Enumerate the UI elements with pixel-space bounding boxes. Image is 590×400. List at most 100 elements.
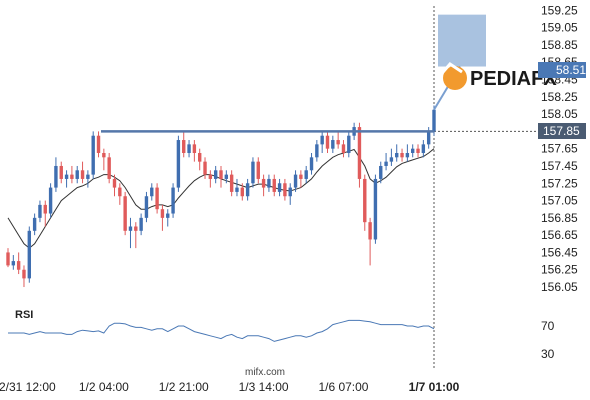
candle-body: [421, 144, 426, 153]
candle-body: [309, 157, 314, 171]
candle-body: [384, 161, 388, 166]
candle-body: [59, 165, 63, 179]
candles: [6, 105, 436, 288]
price-tick-label: 158.85: [541, 38, 578, 52]
candle: [182, 131, 186, 158]
candle-body: [336, 140, 340, 145]
time-tick-label: 1/3 14:00: [239, 380, 289, 394]
candle-body: [176, 140, 181, 188]
candle-body: [70, 174, 74, 179]
candle-body: [283, 183, 287, 197]
candle-body: [208, 174, 213, 179]
candle: [341, 140, 346, 158]
candle: [123, 191, 127, 236]
candle: [229, 170, 234, 197]
price-tick-label: 156.05: [541, 280, 578, 294]
candle: [155, 183, 159, 214]
time-tick-label: 1/6 07:00: [318, 380, 368, 394]
rsi-tick-label: 70: [541, 319, 555, 333]
candle-body: [229, 174, 234, 192]
candle: [187, 140, 191, 158]
resistance-line: [101, 66, 461, 133]
candle-body: [112, 178, 117, 188]
grid: [433, 6, 538, 370]
candle-body: [155, 187, 159, 210]
candle-body: [363, 178, 367, 223]
candle: [219, 165, 223, 188]
candle-body: [86, 174, 90, 179]
candle-body: [299, 174, 303, 179]
rsi-label: RSI: [15, 309, 33, 321]
candle: [235, 178, 239, 197]
candle-body: [64, 174, 69, 179]
candle: [379, 161, 383, 184]
candle: [416, 144, 420, 158]
candle-body: [128, 226, 133, 231]
candle-body: [304, 170, 308, 179]
candle-body: [235, 187, 239, 192]
price-tick-label: 156.25: [541, 263, 578, 277]
candle-body: [245, 183, 250, 197]
candle-body: [27, 230, 31, 279]
candle: [6, 248, 10, 268]
candle-body: [198, 153, 202, 162]
watermark: mifx.com: [245, 367, 285, 378]
candle-body: [107, 157, 111, 179]
candle: [32, 213, 37, 236]
candle: [256, 157, 260, 184]
candle-body: [347, 135, 351, 153]
price-tick-label: 156.85: [541, 211, 578, 225]
candle-body: [192, 144, 197, 153]
candle-body: [325, 135, 330, 149]
candle-body: [379, 165, 383, 179]
candle: [22, 265, 26, 288]
candle: [91, 131, 95, 179]
candle: [277, 178, 282, 197]
candle: [304, 165, 308, 184]
candle: [336, 131, 340, 149]
candle-body: [48, 187, 53, 214]
candle-body: [150, 187, 154, 197]
candle: [118, 183, 122, 205]
candle: [272, 174, 276, 197]
target-zone-box: [438, 14, 486, 67]
candle-body: [134, 226, 138, 231]
candle: [213, 165, 218, 184]
candle: [357, 122, 362, 188]
price-tick-label: 157.65: [541, 142, 578, 156]
candle-body: [267, 178, 271, 188]
logo-text: PEDIAFX: [470, 68, 557, 90]
candle-body: [341, 144, 346, 153]
candle-body: [6, 252, 10, 266]
price-tick-label: 158.25: [541, 90, 578, 104]
rsi-tick-label: 30: [541, 347, 555, 361]
candle: [315, 140, 319, 162]
candle: [347, 131, 351, 158]
candle-body: [182, 140, 186, 153]
candle-body: [320, 135, 324, 145]
candle: [245, 178, 250, 201]
price-tick-label: 159.05: [541, 21, 578, 35]
candle-body: [432, 109, 436, 132]
candle-body: [405, 153, 410, 158]
candle-body: [118, 187, 122, 197]
candle: [208, 170, 213, 188]
candle: [128, 217, 133, 249]
candle: [192, 140, 197, 162]
price-tick-label: 157.25: [541, 176, 578, 190]
candle-body: [331, 140, 335, 149]
candle-body: [357, 127, 362, 179]
candle: [309, 153, 314, 175]
current-price-tag: 157.85: [538, 123, 586, 139]
candle-body: [224, 174, 229, 179]
target-zone: [438, 14, 486, 67]
candle-body: [187, 144, 191, 153]
candle: [139, 213, 143, 236]
candle: [112, 174, 117, 197]
candle-body: [80, 170, 85, 179]
candle: [176, 135, 181, 192]
candle: [64, 170, 69, 188]
candle: [80, 161, 85, 184]
candle-body: [43, 204, 47, 214]
